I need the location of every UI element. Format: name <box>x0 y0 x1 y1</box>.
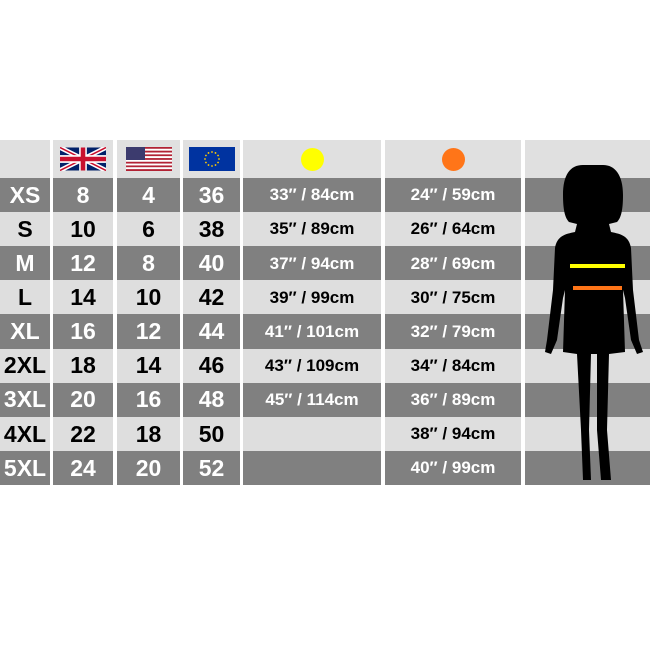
header-size <box>0 140 50 178</box>
cell-waist: 32″ / 79cm <box>385 314 521 350</box>
cell-uk: 24 <box>53 450 113 486</box>
cell-us: 18 <box>117 416 180 452</box>
cell-bust: 45″ / 114cm <box>243 382 381 418</box>
cell-eu: 48 <box>183 382 240 418</box>
cell-size: 2XL <box>0 348 50 384</box>
header-us <box>117 140 180 178</box>
cell-uk: 22 <box>53 416 113 452</box>
cell-size: 5XL <box>0 450 50 486</box>
cell-size: L <box>0 280 50 315</box>
cell-bust: 41″ / 101cm <box>243 314 381 350</box>
cell-uk: 18 <box>53 348 113 384</box>
cell-us: 12 <box>117 314 180 350</box>
cell-uk: 14 <box>53 280 113 315</box>
cell-waist: 34″ / 84cm <box>385 348 521 384</box>
column-us: 4 6 8 10 12 14 16 18 20 <box>117 140 180 486</box>
cell-eu: 44 <box>183 314 240 350</box>
cell-waist: 30″ / 75cm <box>385 280 521 315</box>
cell-us: 20 <box>117 450 180 486</box>
cell-eu: 46 <box>183 348 240 384</box>
cell-us: 14 <box>117 348 180 384</box>
cell-size: 4XL <box>0 416 50 452</box>
cell-size: XL <box>0 314 50 350</box>
column-size: XS S M L XL 2XL 3XL 4XL 5XL <box>0 140 50 486</box>
cell-bust <box>243 416 381 452</box>
header-uk <box>53 140 113 178</box>
bust-marker-icon <box>300 147 324 171</box>
waist-marker-icon <box>441 147 465 171</box>
cell-uk: 12 <box>53 246 113 281</box>
cell-size: S <box>0 212 50 247</box>
eu-flag-icon <box>188 147 235 171</box>
cell-uk: 20 <box>53 382 113 418</box>
cell-eu: 42 <box>183 280 240 315</box>
cell-bust: 43″ / 109cm <box>243 348 381 384</box>
cell-us: 4 <box>117 178 180 213</box>
cell-waist: 24″ / 59cm <box>385 178 521 213</box>
cell-bust: 35″ / 89cm <box>243 212 381 247</box>
cell-waist: 38″ / 94cm <box>385 416 521 452</box>
us-flag-icon <box>125 147 172 171</box>
cell-size: M <box>0 246 50 281</box>
cell-us: 6 <box>117 212 180 247</box>
cell-waist: 40″ / 99cm <box>385 450 521 486</box>
waist-line <box>573 286 622 290</box>
cell-eu: 50 <box>183 416 240 452</box>
cell-uk: 8 <box>53 178 113 213</box>
header-waist <box>385 140 521 178</box>
cell-eu: 40 <box>183 246 240 281</box>
column-uk: 8 10 12 14 16 18 20 22 24 <box>53 140 113 486</box>
cell-eu: 38 <box>183 212 240 247</box>
cell-size: 3XL <box>0 382 50 418</box>
cell-uk: 16 <box>53 314 113 350</box>
cell-bust: 37″ / 94cm <box>243 246 381 281</box>
cell-waist: 28″ / 69cm <box>385 246 521 281</box>
cell-waist: 26″ / 64cm <box>385 212 521 247</box>
cell-us: 16 <box>117 382 180 418</box>
header-bust <box>243 140 381 178</box>
column-eu: 36 38 40 42 44 46 48 50 52 <box>183 140 240 486</box>
cell-us: 10 <box>117 280 180 315</box>
column-bust: 33″ / 84cm 35″ / 89cm 37″ / 94cm 39″ / 99cm… <box>243 140 381 486</box>
header-eu <box>183 140 240 178</box>
cell-bust <box>243 450 381 486</box>
cell-bust: 33″ / 84cm <box>243 178 381 213</box>
cell-eu: 52 <box>183 450 240 486</box>
cell-us: 8 <box>117 246 180 281</box>
cell-eu: 36 <box>183 178 240 213</box>
female-silhouette-icon <box>545 165 643 480</box>
cell-uk: 10 <box>53 212 113 247</box>
uk-flag-icon <box>60 147 106 171</box>
column-waist: 24″ / 59cm 26″ / 64cm 28″ / 69cm 30″ / 75cm… <box>385 140 521 486</box>
cell-waist: 36″ / 89cm <box>385 382 521 418</box>
bust-line <box>570 264 625 268</box>
cell-size: XS <box>0 178 50 213</box>
cell-bust: 39″ / 99cm <box>243 280 381 315</box>
